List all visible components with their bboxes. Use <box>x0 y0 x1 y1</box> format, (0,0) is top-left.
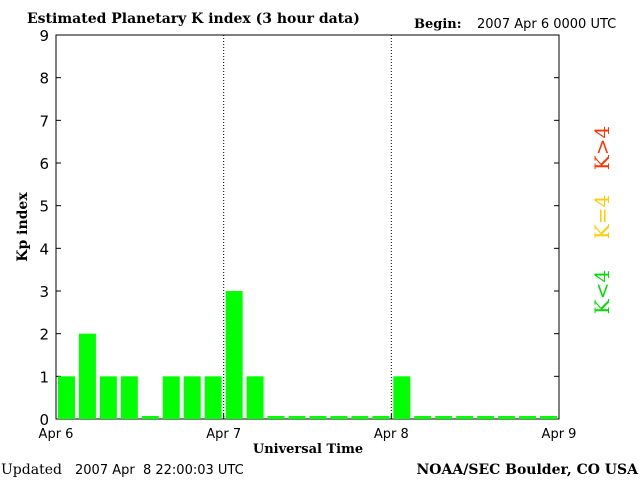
x-axis-label: Universal Time <box>253 442 363 457</box>
kp-bar <box>267 416 285 419</box>
kp-bar <box>540 416 557 419</box>
kp-bar <box>288 416 306 419</box>
day-separators <box>223 35 392 419</box>
begin-label: Begin: <box>414 17 462 32</box>
x-tick-label: Apr 6 <box>39 427 74 442</box>
chart-title: Estimated Planetary K index (3 hour data… <box>27 11 360 27</box>
kp-bar <box>162 376 180 419</box>
y-tick-label: 9 <box>39 27 49 45</box>
kp-bar <box>456 416 474 419</box>
x-tick-label: Apr 7 <box>206 427 241 442</box>
plot-frame <box>55 34 560 420</box>
kp-bar <box>372 416 390 419</box>
y-tick-label: 6 <box>39 155 49 173</box>
y-tick-label: 8 <box>39 70 49 88</box>
kp-bar <box>58 376 75 419</box>
legend-k-equal-4: K=4 <box>590 195 614 239</box>
kp-bar <box>393 376 411 419</box>
legend-k-greater-4: K>4 <box>590 126 614 170</box>
y-tick-label: 7 <box>39 112 49 130</box>
x-axis: Apr 6 Apr 7 Apr 8 Apr 9 <box>39 414 577 442</box>
kp-bar <box>183 376 201 419</box>
y-tick-label: 1 <box>39 368 49 386</box>
kp-bar <box>309 416 327 419</box>
updated-value: 2007 Apr 8 22:00:03 UTC <box>75 463 244 478</box>
kp-bar <box>498 416 516 419</box>
bar-series <box>58 291 557 419</box>
kp-bar <box>120 376 138 419</box>
x-tick-label: Apr 9 <box>542 427 577 442</box>
kp-bar <box>330 416 348 419</box>
kp-bar <box>414 416 432 419</box>
kp-bar <box>519 416 537 419</box>
y-tick-label: 5 <box>39 198 49 216</box>
y-tick-label: 0 <box>39 411 49 429</box>
kp-bar <box>141 416 159 419</box>
kp-bar <box>99 376 117 419</box>
y-axis-label: Kp index <box>15 192 31 262</box>
kp-bar <box>477 416 495 419</box>
y-tick-label: 2 <box>39 326 49 344</box>
y-tick-label: 4 <box>39 240 49 258</box>
kp-bar <box>435 416 453 419</box>
y-tick-label: 3 <box>39 283 49 301</box>
source-credit: NOAA/SEC Boulder, CO USA <box>417 462 640 478</box>
updated-label: Updated <box>1 462 62 478</box>
kp-bar <box>246 376 264 419</box>
kp-bar <box>204 376 222 419</box>
kp-bar <box>78 333 96 419</box>
kp-bar <box>225 291 243 419</box>
begin-value: 2007 Apr 6 0000 UTC <box>477 17 616 32</box>
kp-bar <box>351 416 369 419</box>
x-tick-label: Apr 8 <box>374 427 409 442</box>
legend-k-less-4: K<4 <box>590 270 614 314</box>
y-axis: 0 1 2 3 4 5 6 7 8 9 <box>39 27 559 429</box>
